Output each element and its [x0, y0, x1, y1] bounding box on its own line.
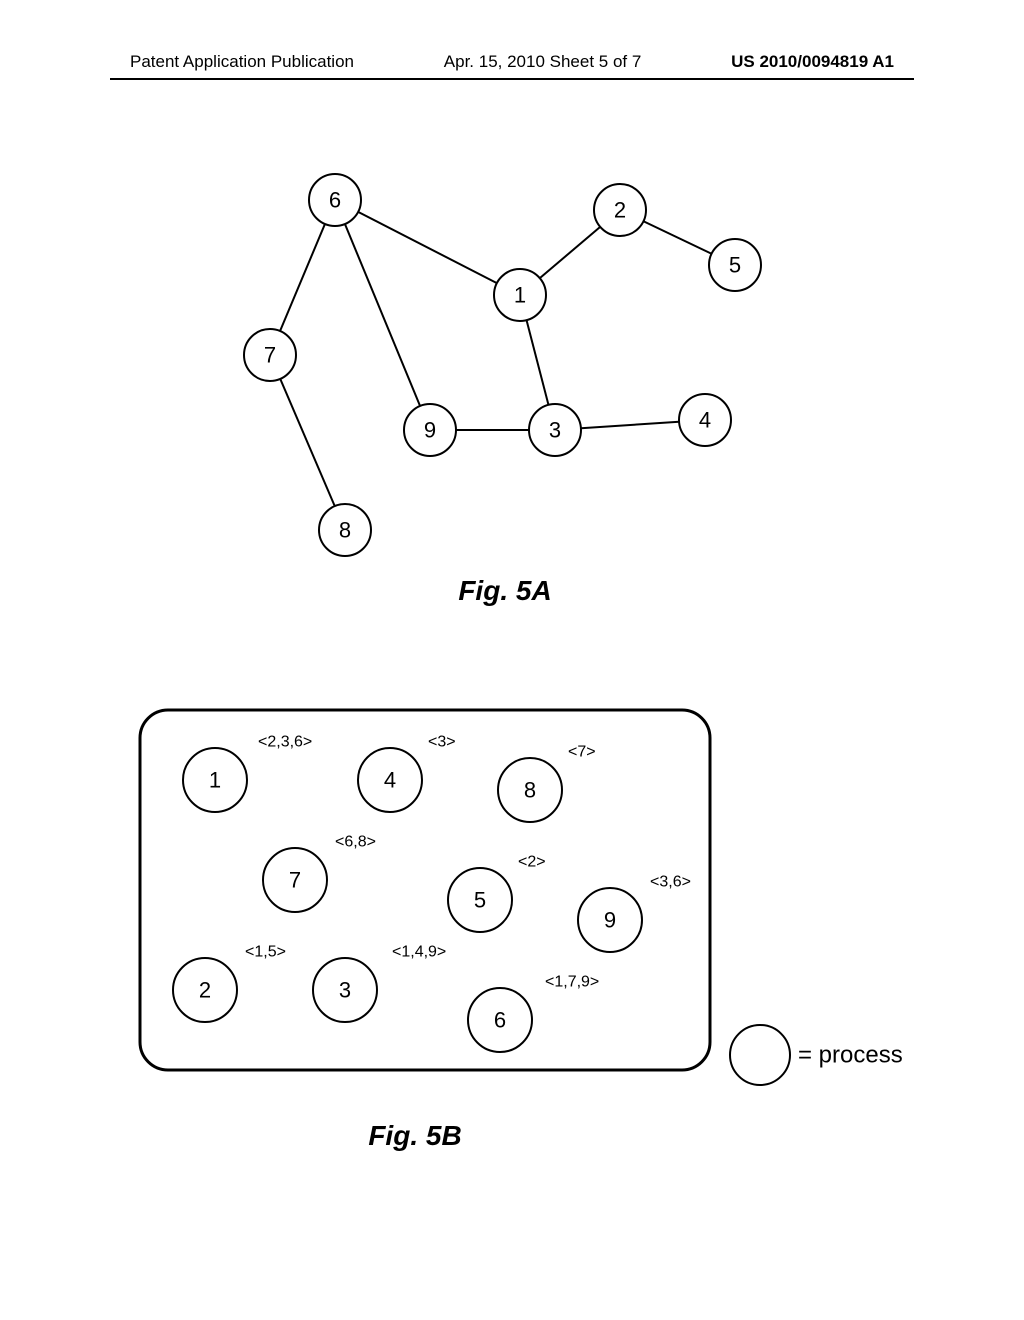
process-node-label: 4 [384, 768, 396, 793]
figure-5b-label: Fig. 5B [120, 1120, 710, 1152]
graph-node-label: 3 [549, 418, 561, 443]
process-node-annotation: <1,7,9> [545, 974, 599, 991]
graph-node-label: 7 [264, 343, 276, 368]
process-node-annotation: <6,8> [335, 834, 376, 851]
process-node-label: 5 [474, 888, 486, 913]
process-node-annotation: <2> [518, 854, 546, 871]
legend-text: = process [798, 1042, 903, 1069]
process-node-annotation: <1,5> [245, 944, 286, 961]
process-node-label: 9 [604, 908, 616, 933]
legend-process-icon [730, 1025, 790, 1085]
process-node-label: 3 [339, 978, 351, 1003]
header-center: Apr. 15, 2010 Sheet 5 of 7 [444, 52, 642, 72]
graph-node-label: 1 [514, 283, 526, 308]
figure-5b-svg: 1 <2,3,6> 4 <3> 8 <7> 7 <6,8> 5 <2> 9 <3,6> 2 <1,5> 3 <… [120, 690, 940, 1100]
process-node-annotation: <1,4,9> [392, 944, 446, 961]
figure-5a-label: Fig. 5A [225, 575, 785, 607]
graph-node-label: 6 [329, 188, 341, 213]
figure-5a-svg: 6 2 5 1 7 9 3 4 8 [225, 160, 785, 570]
graph-node-label: 8 [339, 518, 351, 543]
graph-node-label: 9 [424, 418, 436, 443]
header-right: US 2010/0094819 A1 [731, 52, 894, 72]
process-node-annotation: <2,3,6> [258, 734, 312, 751]
graph-node-label: 4 [699, 408, 711, 433]
graph-node-label: 5 [729, 253, 741, 278]
process-node-label: 1 [209, 768, 221, 793]
process-node-annotation: <7> [568, 744, 596, 761]
process-node-label: 8 [524, 778, 536, 803]
process-node-label: 7 [289, 868, 301, 893]
figure-5b: 1 <2,3,6> 4 <3> 8 <7> 7 <6,8> 5 <2> 9 <3,6> 2 <1,5> 3 <… [120, 690, 940, 1152]
process-node-annotation: <3> [428, 734, 456, 751]
process-node-annotation: <3,6> [650, 874, 691, 891]
header-rule [110, 78, 914, 80]
header-left: Patent Application Publication [130, 52, 354, 72]
figure-5a: 6 2 5 1 7 9 3 4 8 Fig. 5A [225, 160, 785, 607]
process-node-label: 6 [494, 1008, 506, 1033]
page-header: Patent Application Publication Apr. 15, … [0, 52, 1024, 72]
graph-node-label: 2 [614, 198, 626, 223]
process-node-label: 2 [199, 978, 211, 1003]
